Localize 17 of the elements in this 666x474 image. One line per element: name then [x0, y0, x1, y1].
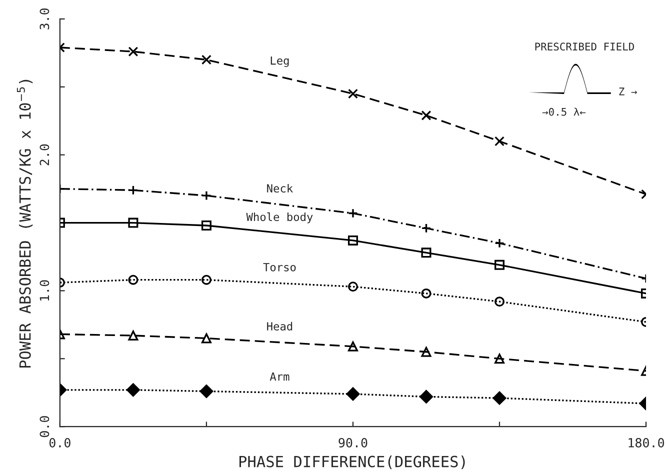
x-axis-title: PHASE DIFFERENCE(DEGREES) [239, 456, 465, 470]
annotation: →0.5 λ← [542, 108, 586, 116]
series-label: Leg [270, 56, 289, 67]
x-tick-label: 180.0 [628, 438, 664, 448]
series-label: Arm [270, 372, 290, 381]
series-label: Head [267, 322, 292, 330]
y-tick-label: 3.0 [40, 8, 50, 30]
y-tick-label: 1.0 [40, 280, 50, 301]
series-label: Torso [263, 263, 296, 272]
series-label: Whole body [246, 212, 313, 224]
series-label: Neck [267, 184, 293, 193]
y-tick-label: 2.0 [40, 144, 50, 166]
annotation: Z → [619, 88, 637, 96]
y-axis-title: POWER ABSORBED (WATTS/KG x 10$^{−5}$) [16, 80, 33, 368]
annotation: PRESCRIBED FIELD [535, 42, 634, 51]
x-tick-label: 0.0 [49, 438, 70, 448]
x-tick-label: 90.0 [338, 438, 368, 448]
